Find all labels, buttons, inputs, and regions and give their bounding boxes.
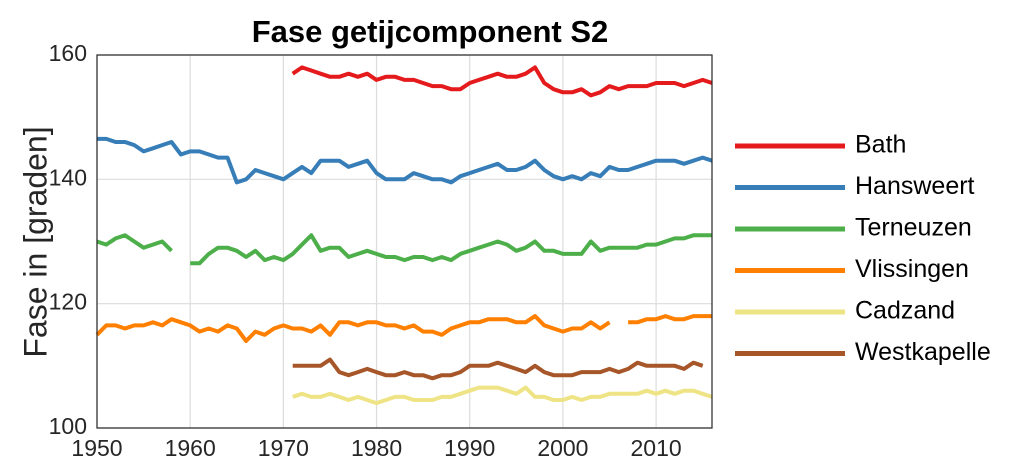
line-series [95, 314, 712, 343]
x-tick-label: 1980 [351, 435, 402, 461]
y-tick-label: 120 [49, 289, 87, 315]
line-series [291, 65, 713, 98]
legend-label: Vlissingen [855, 255, 969, 283]
line-series [96, 233, 712, 266]
legend-label: Cadzand [855, 297, 955, 325]
chart-title: Fase getijcomponent S2 [252, 14, 609, 49]
legend-label: Terneuzen [855, 214, 972, 242]
x-tick-label: 1950 [71, 435, 122, 461]
x-tick-label: 2010 [631, 435, 682, 461]
x-tick-label: 1960 [165, 435, 216, 461]
x-tick-label: 1990 [444, 435, 495, 461]
y-tick-label: 160 [49, 40, 87, 66]
legend-label: Bath [855, 131, 906, 159]
y-tick-label: 140 [49, 164, 87, 190]
line-series [292, 385, 713, 406]
x-tick-label: 2000 [537, 435, 588, 461]
y-axis-label: Fase in [graden] [17, 126, 53, 357]
line-series [292, 357, 704, 381]
legend-label: Hansweert [855, 172, 975, 200]
x-tick-label: 1970 [258, 435, 309, 461]
y-tick-label: 100 [49, 413, 87, 439]
legend-label: Westkapelle [855, 338, 991, 366]
line-series [97, 136, 713, 185]
plot-frame [96, 54, 713, 429]
